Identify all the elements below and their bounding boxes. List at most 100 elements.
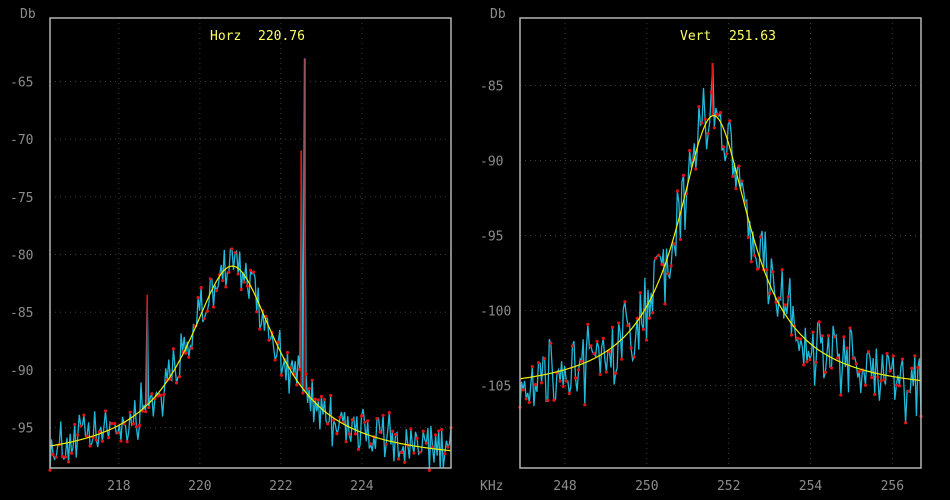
sample-point (610, 325, 615, 329)
sample-point (718, 111, 723, 115)
sample-point (826, 334, 831, 338)
y-tick-label: -95 (10, 422, 33, 437)
horz-y-ticks: -65 -70 -75 -80 -85 -90 -95 (10, 75, 33, 436)
sample-point (765, 268, 769, 272)
sample-point (150, 392, 154, 396)
sample-point (706, 131, 710, 136)
sample-point (607, 349, 612, 354)
sample-point (629, 346, 633, 350)
sample-point (322, 397, 327, 401)
sample-point (644, 338, 649, 342)
vert-peak-value: 251.63 (729, 29, 776, 44)
sample-point (848, 326, 852, 330)
x-tick-label: 254 (799, 479, 823, 494)
sample-point (527, 400, 531, 404)
sample-point (415, 436, 419, 440)
sample-point (833, 335, 837, 339)
sample-point (641, 327, 645, 331)
sample-point (162, 392, 166, 396)
sample-point (369, 442, 373, 446)
y-tick-label: -95 (480, 230, 503, 245)
vert-plot-frame (519, 17, 922, 469)
sample-point (107, 435, 111, 440)
sample-point (595, 339, 599, 343)
sample-point (196, 295, 200, 300)
sample-point (521, 388, 525, 392)
sample-point (285, 350, 290, 355)
sample-point (128, 410, 132, 414)
vert-x-ticks: 248 250 252 254 256 (553, 479, 904, 494)
sample-point (258, 327, 262, 331)
horz-grid (50, 18, 451, 468)
sample-point (236, 272, 240, 276)
sample-point (623, 300, 627, 304)
sample-point (273, 358, 277, 362)
sample-point (697, 104, 701, 109)
sample-point (94, 438, 98, 442)
sample-point (903, 421, 908, 425)
sample-point (598, 372, 602, 377)
sample-point (199, 286, 203, 290)
sample-point (817, 320, 821, 324)
sample-point (759, 235, 763, 239)
sample-point (267, 338, 271, 342)
sample-point (580, 359, 584, 363)
sample-point (734, 187, 738, 191)
sample-point (712, 126, 716, 130)
sample-point (885, 351, 889, 356)
sample-point (73, 422, 77, 427)
sample-point (897, 384, 902, 388)
sample-point (344, 440, 348, 444)
sample-point (749, 260, 753, 264)
sample-point (276, 340, 280, 344)
sample-point (604, 370, 608, 374)
vert-title-label: Vert (680, 29, 711, 44)
sample-point (147, 406, 151, 410)
sample-point (60, 454, 64, 458)
fit-curve (49, 265, 452, 452)
x-tick-label: 222 (269, 479, 292, 494)
sample-point (635, 316, 639, 320)
sample-point (533, 382, 538, 387)
sample-point (356, 447, 361, 451)
sample-point (251, 270, 256, 274)
sample-point (307, 386, 311, 391)
sample-point (700, 121, 704, 125)
x-tick-label: 252 (717, 479, 740, 494)
y-tick-label: -75 (10, 191, 33, 206)
sample-point (907, 389, 911, 393)
sample-point (740, 179, 744, 183)
sample-point (900, 357, 905, 361)
sample-point (137, 423, 142, 427)
sample-point (589, 344, 593, 348)
sample-point (103, 409, 108, 413)
sample-point (174, 381, 179, 385)
sample-point (437, 429, 441, 433)
sample-point (570, 344, 575, 348)
sample-point (820, 334, 824, 338)
sample-point (681, 173, 686, 177)
sample-point (620, 357, 624, 361)
sample-point (777, 296, 781, 300)
sample-point (752, 253, 757, 258)
sample-point (654, 256, 658, 260)
y-tick-label: -90 (10, 364, 33, 379)
sample-point (789, 333, 794, 337)
sample-point (857, 369, 861, 374)
x-tick-label: 224 (350, 479, 374, 494)
sample-point (657, 253, 661, 257)
fit-curve (519, 114, 922, 382)
sample-point (378, 430, 382, 434)
sample-point (573, 376, 578, 380)
sample-point (329, 393, 333, 398)
sample-point (669, 264, 673, 268)
sample-point (301, 391, 305, 395)
x-tick-label: 250 (635, 479, 658, 494)
sample-point (725, 152, 729, 156)
vert-x-unit-label: KHz (480, 479, 503, 494)
sample-point (100, 439, 105, 443)
horz-chart: Db -65 -70 -75 -80 -85 -90 -95 218 220 222 224 Ho… (10, 7, 453, 494)
sample-point (245, 284, 250, 288)
sample-point (913, 354, 917, 358)
sample-point (353, 432, 357, 436)
